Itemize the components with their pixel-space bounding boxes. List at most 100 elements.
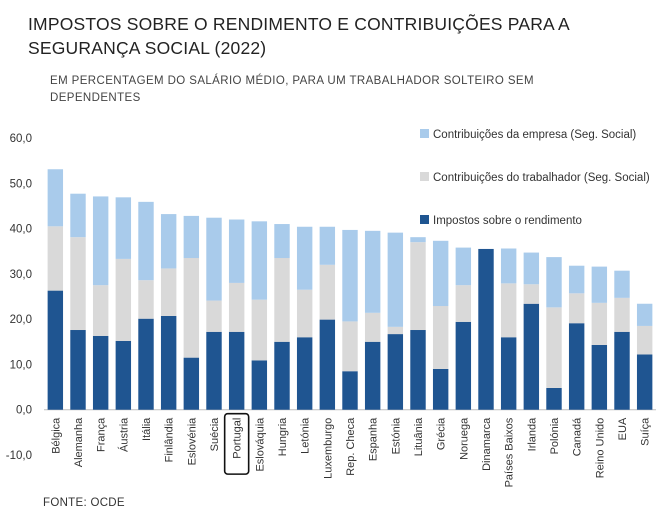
legend-label: Impostos sobre o rendimento <box>433 215 582 227</box>
bar-segment <box>115 197 132 259</box>
bar-segment <box>296 337 313 410</box>
bar-segment <box>523 252 540 285</box>
x-tick-label: Dinamarca <box>481 417 493 471</box>
bar-segment <box>92 285 109 336</box>
bar-segment <box>342 371 358 410</box>
bar-segment <box>636 303 653 326</box>
x-tick-label: Eslováquia <box>254 417 266 472</box>
bar-segment <box>138 318 154 410</box>
x-tick-label: Canadá <box>572 417 584 456</box>
bar-segment <box>523 303 540 410</box>
bar-segment <box>206 300 222 332</box>
bars <box>47 169 653 410</box>
bar-segment <box>228 219 245 283</box>
y-tick-label: 0,0 <box>16 405 32 417</box>
y-tick-label: 60,0 <box>10 133 32 145</box>
bar-segment <box>387 326 404 335</box>
x-tick-label: Rep. Checa <box>345 417 357 476</box>
bar-segment <box>342 229 358 322</box>
legend: Contribuições da empresa (Seg. Social) Co… <box>420 129 650 227</box>
bar-segment <box>432 368 449 410</box>
legend-swatch <box>420 215 429 224</box>
bar-segment <box>160 315 177 410</box>
x-axis-labels: Bélgica Alemanha França Áustria Itália Finlân… <box>50 412 652 487</box>
bar-segment <box>546 307 562 388</box>
bar-segment <box>228 331 245 410</box>
x-tick-label: Grécia <box>436 417 448 450</box>
bar-segment <box>138 201 154 281</box>
bar-segment <box>92 196 109 286</box>
bar-segment <box>251 360 268 410</box>
y-tick-label: 30,0 <box>10 269 32 281</box>
bar-segment <box>410 330 426 410</box>
bar-segment <box>568 265 585 294</box>
bar-segment <box>160 268 177 316</box>
bar-segment <box>296 289 313 338</box>
bar-segment <box>387 232 404 327</box>
bar-segment <box>364 341 381 410</box>
bar-segment <box>251 299 268 361</box>
x-tick-label: Alemanha <box>73 417 85 467</box>
bar-segment <box>591 302 608 345</box>
x-tick-label: Estónia <box>390 417 402 455</box>
bar-segment <box>274 224 290 259</box>
y-tick-label: 40,0 <box>10 224 32 236</box>
x-tick-label: Áustria <box>117 417 130 452</box>
bar-segment <box>500 337 517 410</box>
x-tick-label: Suécia <box>209 417 221 452</box>
bar-segment <box>636 325 653 355</box>
bar-segment <box>47 290 64 410</box>
x-tick-label: EUA <box>617 417 629 440</box>
legend-label: Contribuições do trabalhador (Seg. Socia… <box>433 172 650 184</box>
bar-segment <box>364 312 381 342</box>
bar-segment <box>228 282 245 332</box>
bar-segment <box>274 341 290 410</box>
y-tick-label: 10,0 <box>10 359 32 371</box>
bar-segment <box>568 293 585 324</box>
x-tick-label: Noruega <box>458 417 470 460</box>
bar-segment <box>614 297 630 332</box>
bar-segment <box>70 237 86 331</box>
legend-swatch <box>420 129 429 138</box>
bar-segment <box>478 248 494 410</box>
bar-segment <box>455 321 472 410</box>
bar-segment <box>115 258 132 341</box>
bar-segment <box>410 242 426 331</box>
bar-segment <box>523 284 540 304</box>
x-tick-label: Irlanda <box>526 417 538 452</box>
bar-segment <box>92 335 109 410</box>
chart-title: IMPOSTOS SOBRE O RENDIMENTO E CONTRIBUIÇ… <box>28 14 569 58</box>
x-tick-label: Reino Unido <box>594 418 606 479</box>
x-tick-label: Hungria <box>277 417 289 456</box>
bar-segment <box>47 226 64 291</box>
bar-segment <box>138 280 154 319</box>
bar-segment <box>206 217 222 301</box>
source-note: FONTE: OCDE <box>43 497 125 509</box>
bar-segment <box>636 354 653 410</box>
x-tick-label: Suíça <box>640 417 652 446</box>
bar-segment <box>500 283 517 338</box>
x-tick-label: Finlândia <box>164 417 176 463</box>
x-tick-label: Letónia <box>300 417 312 454</box>
bar-segment <box>47 169 64 227</box>
highlight-box <box>223 412 250 475</box>
bar-segment <box>319 264 336 320</box>
bar-segment <box>160 214 177 269</box>
bar-segment <box>432 306 449 369</box>
bar-segment <box>296 226 313 290</box>
y-tick-label: -10,0 <box>6 450 32 462</box>
bar-segment <box>183 258 200 358</box>
bar-segment <box>274 258 290 342</box>
bar-segment <box>455 247 472 286</box>
bar-segment <box>183 215 200 259</box>
x-tick-label: Lituânia <box>413 417 425 456</box>
bar-segment <box>70 330 86 410</box>
bar-segment <box>319 226 336 265</box>
bar-segment <box>568 323 585 410</box>
bar-segment <box>591 266 608 303</box>
x-tick-label: Espanha <box>368 417 380 461</box>
bar-segment <box>364 230 381 313</box>
bar-segment <box>500 248 517 284</box>
legend-swatch <box>420 172 429 181</box>
